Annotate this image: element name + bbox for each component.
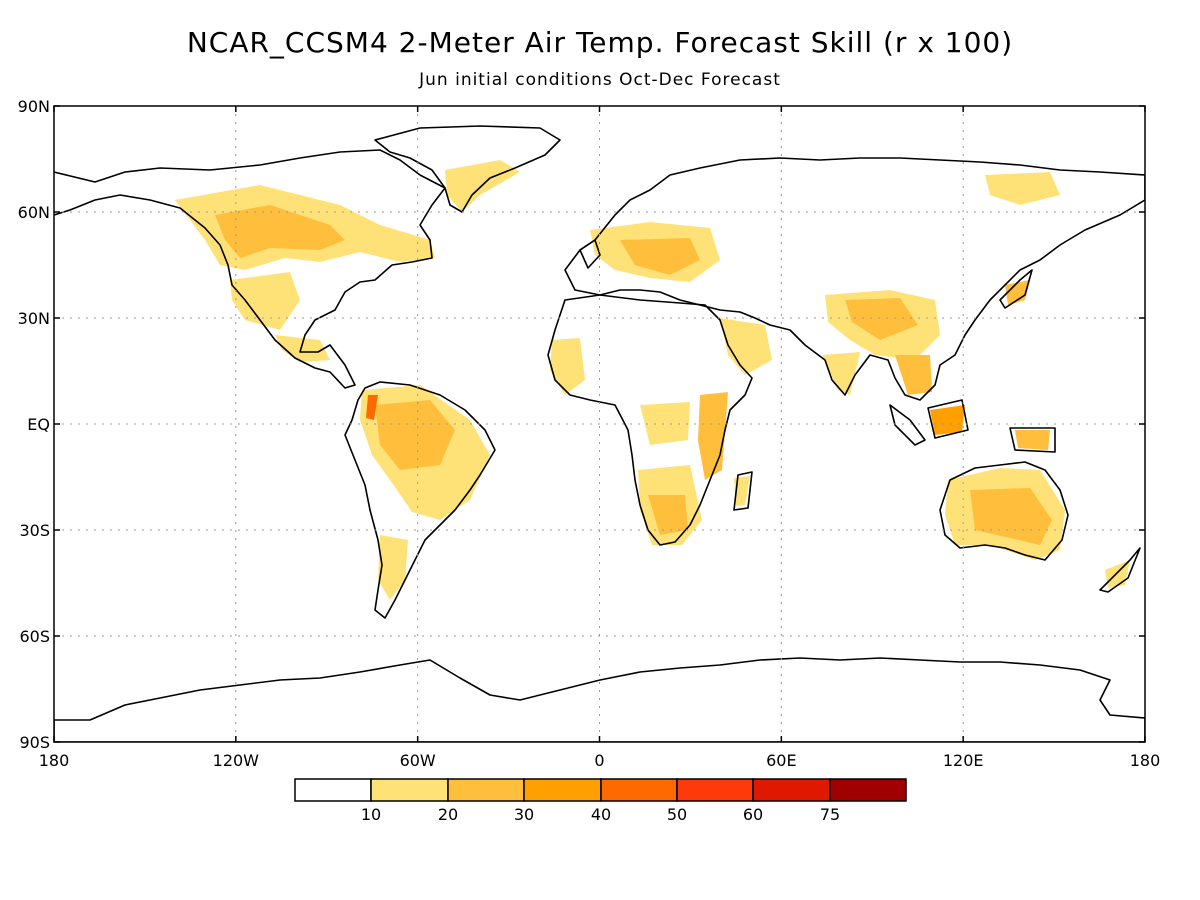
- coastline-antarctica: [54, 657, 1145, 742]
- gridlines: [54, 106, 1145, 742]
- lat-tick-label: 60S: [19, 627, 50, 646]
- skill-region-southeast-asia: [895, 355, 932, 395]
- skill-region-east-africa: [698, 392, 728, 480]
- skill-region-west-africa: [550, 338, 585, 395]
- colorbar-swatch: [600, 778, 678, 802]
- skill-region-tibet-core: [845, 298, 918, 340]
- lon-tick-label: 60E: [766, 751, 796, 770]
- colorbar-label: 10: [361, 805, 381, 824]
- colorbar: 10 20 30 40 50 60 75: [294, 778, 907, 824]
- colorbar-swatch: [294, 778, 372, 802]
- skill-region-amazon-core: [375, 400, 455, 470]
- lon-tick-label: 180: [39, 751, 70, 770]
- skill-region-canada-core: [215, 205, 345, 258]
- lat-tick-label: 90N: [18, 97, 50, 116]
- colorbar-swatch: [523, 778, 602, 802]
- colorbar-swatch: [752, 778, 831, 802]
- coastline-greenland: [374, 125, 561, 213]
- lon-tick-label: 120E: [943, 751, 984, 770]
- coastline-south-america: [344, 381, 496, 619]
- lat-tick-label: 30S: [19, 521, 50, 540]
- skill-region-madagascar: [734, 476, 750, 506]
- map-subtitle: Jun initial conditions Oct-Dec Forecast: [419, 70, 781, 90]
- coastlines: [54, 125, 1145, 742]
- lat-tick-label: 60N: [18, 203, 50, 222]
- colorbar-label: 60: [743, 805, 763, 824]
- coastline-sumatra: [889, 404, 926, 446]
- skill-region-andes: [366, 395, 378, 420]
- lat-tick-label: 90S: [19, 733, 50, 752]
- lon-tick-label: 180: [1130, 751, 1161, 770]
- skill-region-southern-sa: [378, 535, 408, 600]
- lon-tick-label: 0: [594, 751, 604, 770]
- coastline-uk: [579, 239, 601, 269]
- coastline-new-zealand: [1099, 547, 1141, 593]
- skill-region-borneo: [930, 405, 965, 435]
- map-title: NCAR_CCSM4 2-Meter Air Temp. Forecast Sk…: [186, 26, 1014, 59]
- skill-region-japan: [1005, 280, 1030, 305]
- skill-region-australia-core: [970, 488, 1052, 545]
- lat-tick-label: EQ: [27, 415, 50, 434]
- coastline-australia: [939, 461, 1069, 561]
- lon-tick-label: 120W: [213, 751, 260, 770]
- skill-region-europe-core: [620, 238, 700, 275]
- colorbar-label: 30: [514, 805, 534, 824]
- colorbar-label: 75: [820, 805, 840, 824]
- skill-region-arabia: [720, 318, 772, 375]
- map-body: [54, 106, 1145, 742]
- coastline-africa: [547, 294, 753, 546]
- skill-region-siberia: [985, 172, 1060, 205]
- coastline-borneo: [927, 399, 969, 439]
- coastline-japan: [999, 269, 1033, 309]
- colorbar-label: 20: [438, 805, 458, 824]
- colorbar-label: 40: [591, 805, 611, 824]
- skill-region-usa-west: [230, 272, 300, 330]
- lon-tick-label: 60W: [400, 751, 436, 770]
- colorbar-swatch: [447, 778, 525, 802]
- coastline-new-guinea: [1009, 427, 1056, 453]
- skill-region-central-africa: [640, 402, 690, 445]
- coastline-north-america: [54, 149, 446, 389]
- colorbar-swatch: [829, 778, 907, 802]
- skill-region-india: [822, 352, 860, 395]
- colorbar-swatch: [676, 778, 754, 802]
- skill-region-southern-africa-core: [648, 495, 688, 535]
- lat-tick-label: 30N: [18, 309, 50, 328]
- colorbar-label: 50: [667, 805, 687, 824]
- skill-region-mexico: [275, 335, 330, 362]
- colorbar-swatch: [370, 778, 449, 802]
- coastline-madagascar: [733, 471, 753, 511]
- skill-shading: [175, 160, 1130, 600]
- skill-region-new-guinea: [1015, 430, 1050, 450]
- coastline-europe-asia: [564, 157, 1145, 401]
